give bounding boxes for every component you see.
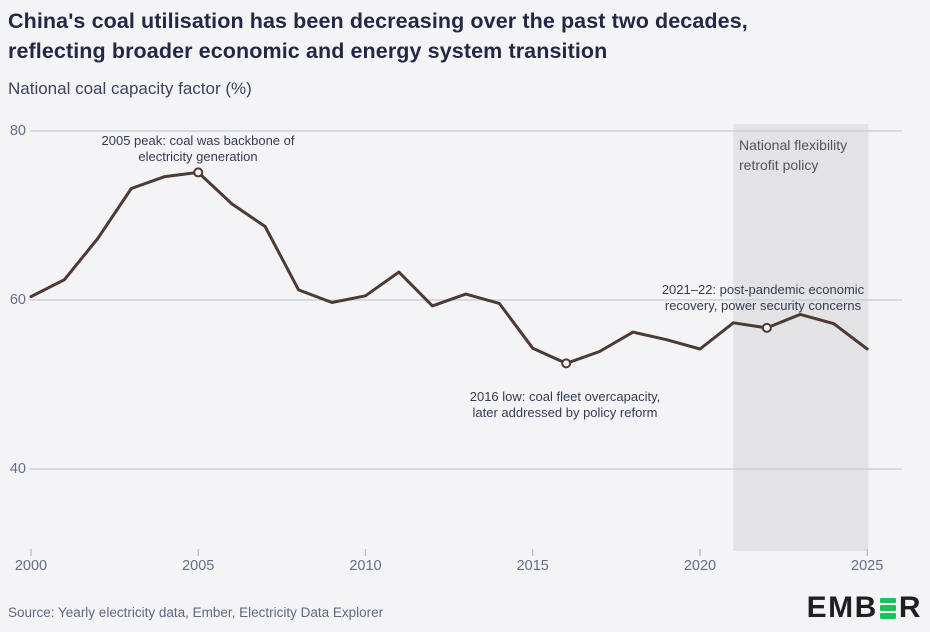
- data-point-marker: [193, 167, 204, 178]
- annotation-2005-peak: 2005 peak: coal was backbone of electric…: [88, 133, 308, 164]
- annotation-line: electricity generation: [138, 148, 258, 164]
- coal-capacity-line: [29, 170, 869, 365]
- annotation-line: 2005 peak: coal was backbone of: [101, 133, 295, 148]
- annotation-line: recovery, power security concerns: [664, 297, 862, 313]
- y-tick-label: 60: [9, 292, 26, 308]
- chart-subtitle: National coal capacity factor (%): [8, 79, 252, 98]
- annotation-2016-low: 2016 low: coal fleet overcapacity, later…: [450, 389, 680, 420]
- y-tick-label: 40: [9, 461, 26, 477]
- title-line-1: China's coal utilisation has been decrea…: [8, 9, 748, 33]
- ember-green-e-icon: [879, 597, 896, 619]
- policy-band: [733, 124, 869, 551]
- x-tick-label: 2020: [683, 558, 717, 574]
- page-title: China's coal utilisation has been decrea…: [8, 6, 748, 66]
- x-tick-label: 2005: [182, 558, 215, 574]
- annotation-line: 2016 low: coal fleet overcapacity,: [469, 389, 661, 404]
- title-line-2: reflecting broader economic and energy s…: [8, 39, 608, 63]
- annotation-line: 2021–22: post-pandemic economic: [661, 282, 865, 297]
- x-tick-label: 2015: [516, 558, 549, 574]
- annotation-policy-band-label: National flexibility retrofit policy: [739, 135, 889, 175]
- annotation-line: National flexibility: [739, 137, 848, 153]
- annotation-2021-22-recovery: 2021–22: post-pandemic economic recovery…: [650, 282, 876, 313]
- annotation-line: later addressed by policy reform: [472, 404, 658, 420]
- annotation-line: retrofit policy: [739, 157, 819, 173]
- x-tick-label: 2010: [349, 558, 382, 574]
- ember-logo-text-right: R: [898, 591, 922, 624]
- x-tick-label: 2000: [14, 558, 48, 574]
- x-tick-label: 2025: [851, 558, 884, 574]
- source-note: Source: Yearly electricity data, Ember, …: [8, 605, 384, 620]
- ember-logo: EMB R: [807, 591, 922, 625]
- data-point-marker: [761, 322, 772, 333]
- ember-logo-text-left: EMB: [806, 591, 878, 624]
- y-tick-label: 80: [9, 123, 26, 139]
- data-point-marker: [561, 358, 572, 369]
